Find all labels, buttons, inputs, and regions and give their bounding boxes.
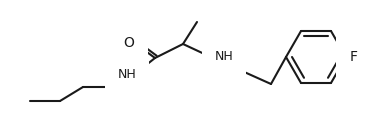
Text: F: F — [350, 50, 358, 64]
Text: O: O — [124, 36, 135, 50]
Text: NH: NH — [118, 69, 136, 82]
Text: NH: NH — [215, 51, 233, 64]
